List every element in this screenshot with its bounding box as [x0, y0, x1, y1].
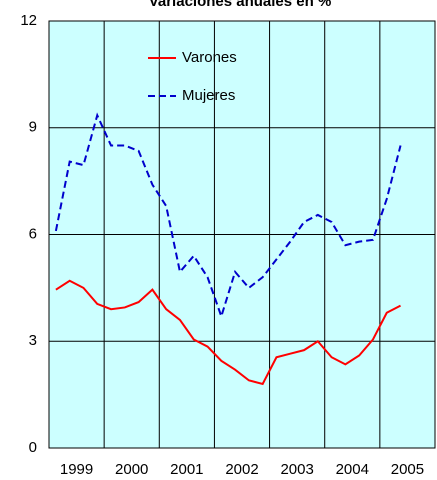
x-tick-label: 2000: [115, 461, 148, 478]
x-tick-label: 1999: [60, 461, 93, 478]
chart-title: Variaciones anuales en %: [149, 0, 332, 10]
legend-label: Mujeres: [182, 87, 235, 104]
x-tick-label: 2002: [225, 461, 258, 478]
y-tick-label: 12: [20, 12, 37, 29]
x-tick-label: 2004: [336, 461, 369, 478]
x-tick-label: 2001: [170, 461, 203, 478]
y-tick-label: 0: [29, 439, 37, 456]
y-tick-label: 3: [29, 332, 37, 349]
plot-border: [48, 20, 436, 449]
y-tick-label: 9: [29, 119, 37, 136]
legend-label: Varones: [182, 49, 237, 66]
y-tick-label: 6: [29, 225, 37, 242]
x-tick-label: 2005: [391, 461, 424, 478]
x-tick-label: 2003: [280, 461, 313, 478]
series-line: [55, 279, 401, 386]
